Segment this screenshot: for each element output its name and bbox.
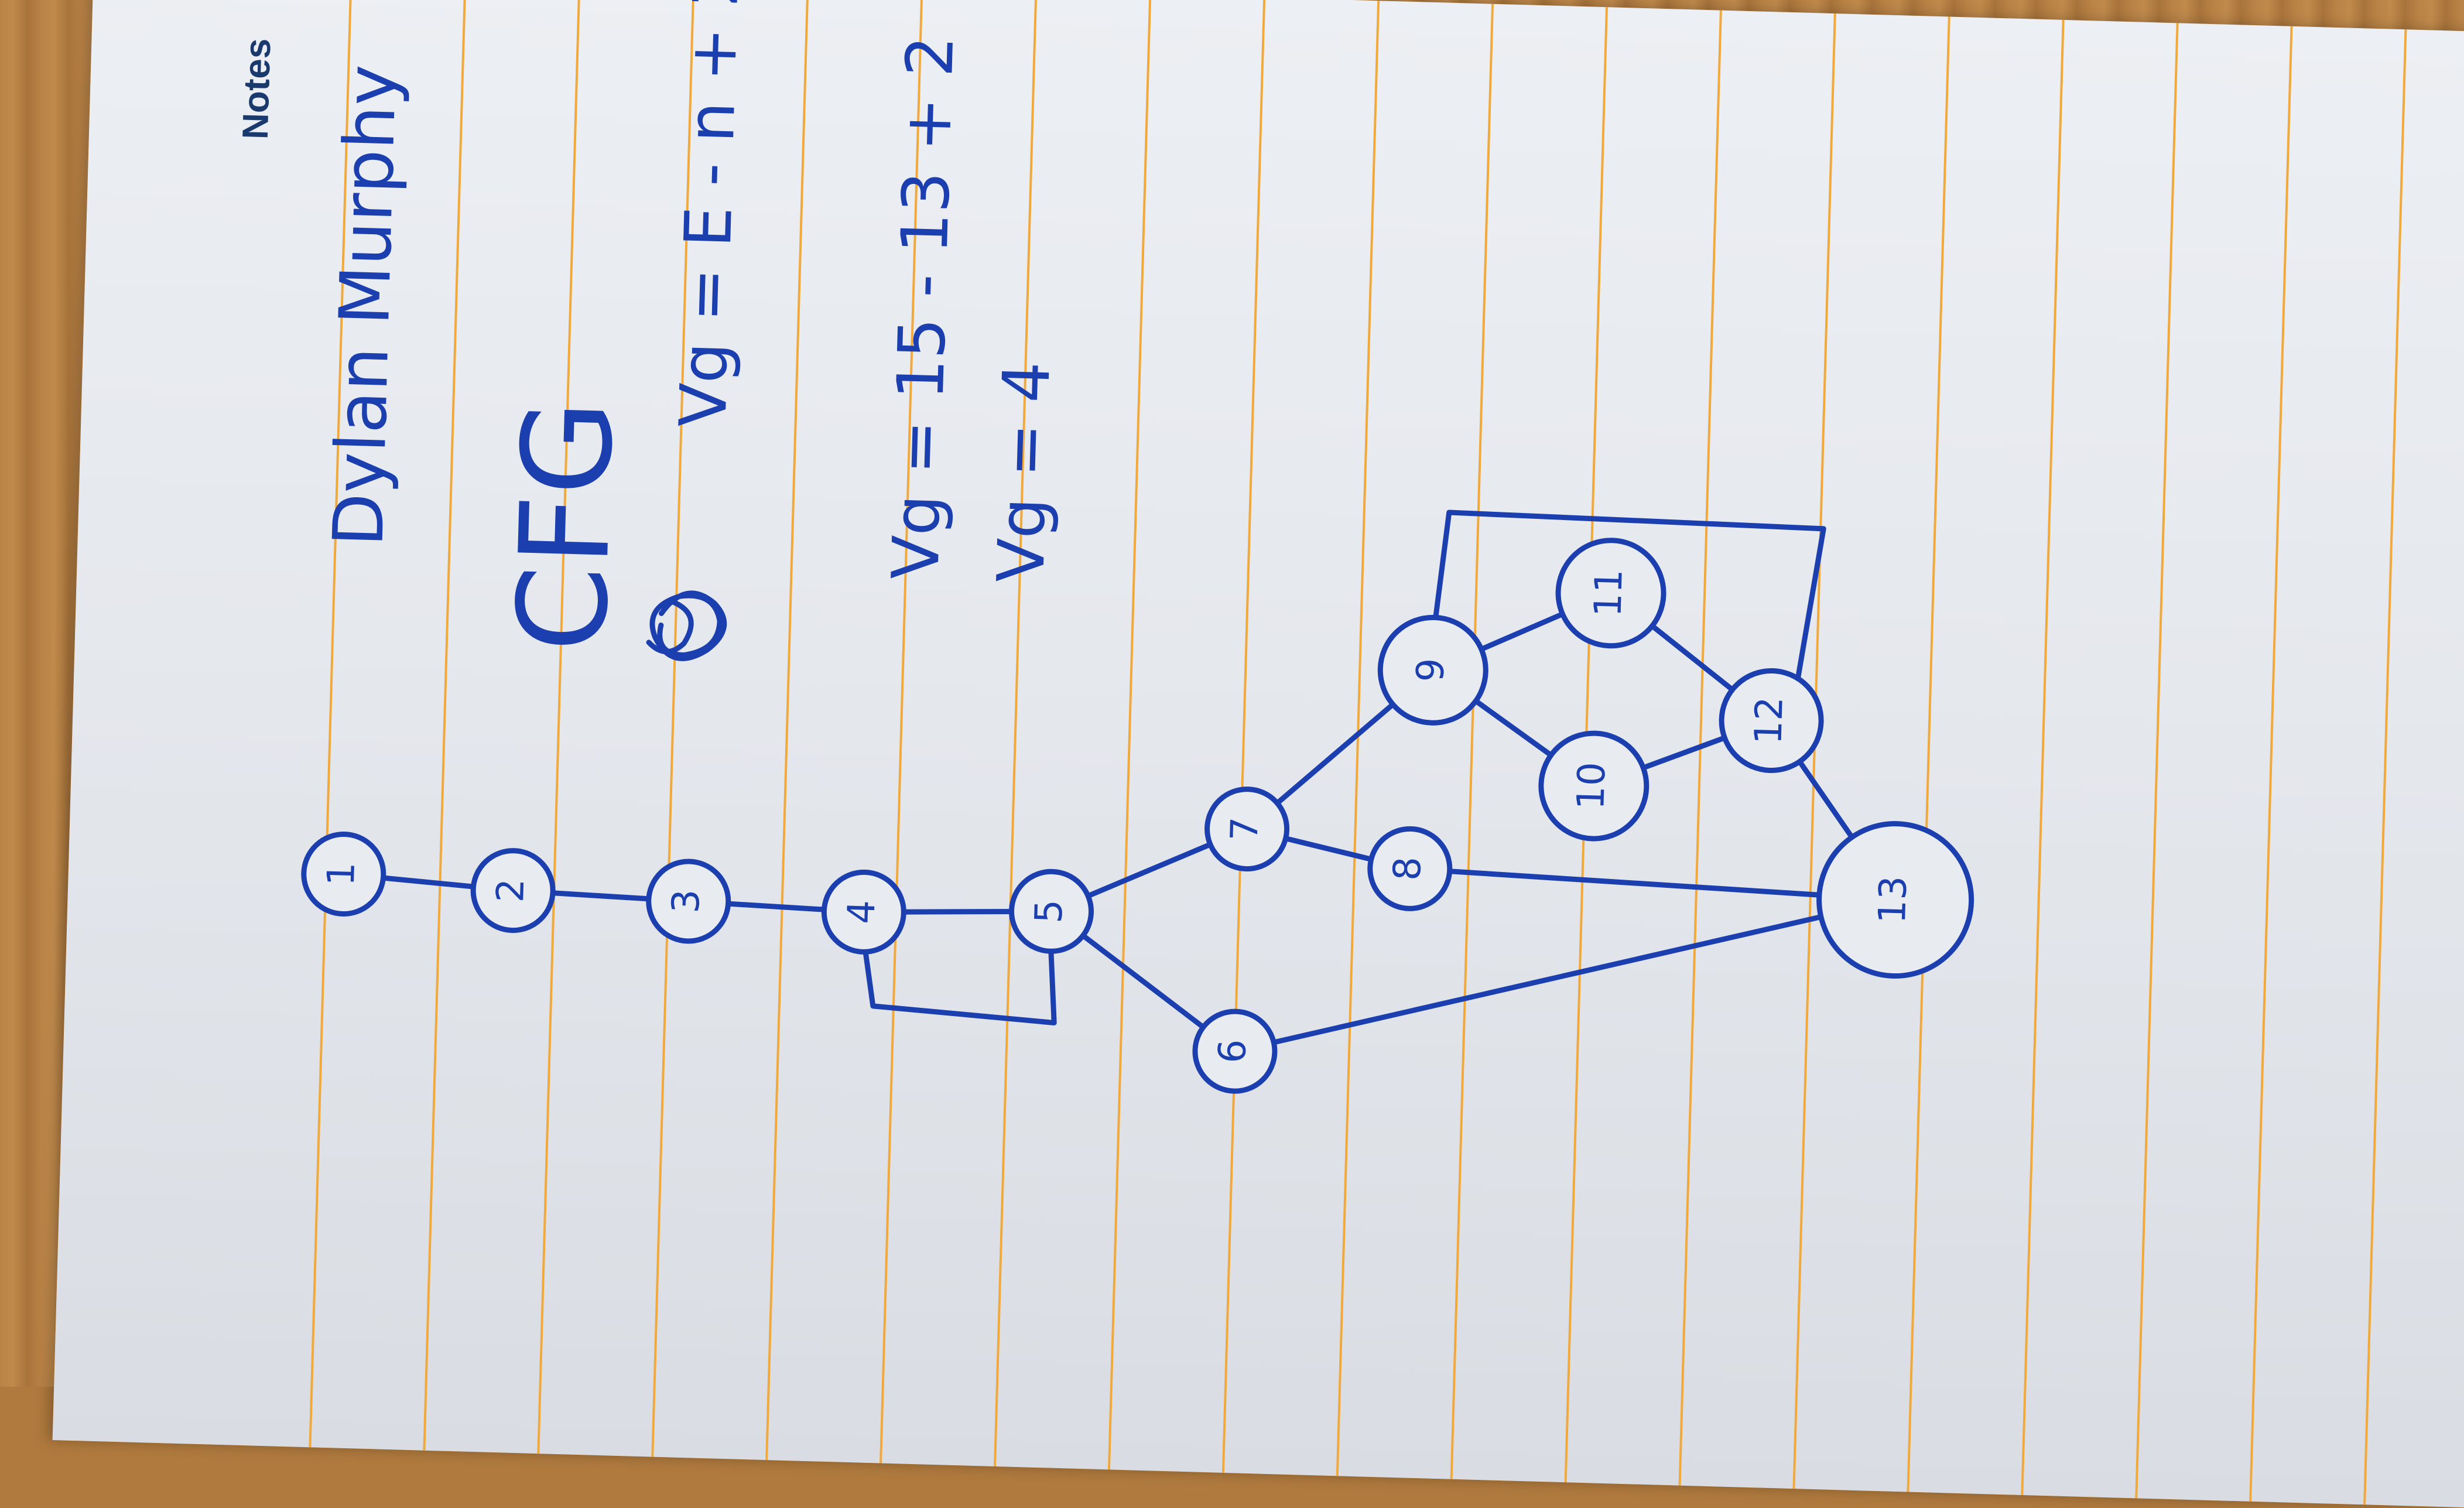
node-5-circle: [1009, 868, 1094, 954]
ruled-line: [423, 0, 467, 1451]
node-10-circle: [1538, 730, 1649, 842]
node-11-label: 11: [1587, 569, 1631, 617]
node-1-circle: [301, 832, 386, 917]
ruled-line: [309, 0, 353, 1448]
node-12-circle: [1719, 668, 1824, 774]
node-12-label: 12: [1747, 696, 1792, 745]
ruled-line: [1221, 0, 1266, 1473]
edge-12-9: [1431, 509, 1826, 695]
ruled-lines: [309, 0, 2407, 1505]
node-6-label: 6: [1211, 1039, 1255, 1064]
ruled-line: [1336, 1, 1380, 1476]
node-4-label: 4: [840, 900, 884, 925]
edge-8-13: [1407, 866, 1898, 903]
node-9-label: 9: [1409, 658, 1453, 683]
edge-5-4: [860, 932, 1057, 1026]
ruled-line: [2021, 19, 2065, 1496]
scribble-mark: [646, 590, 727, 661]
ruled-line: [2363, 29, 2407, 1505]
node-2-circle: [470, 848, 556, 933]
node-2-label: 2: [489, 878, 533, 903]
ruled-line: [765, 0, 809, 1461]
node-5-label: 5: [1028, 899, 1072, 924]
cfg-heading: CFG: [491, 398, 641, 654]
node-9-circle: [1377, 614, 1488, 726]
node-8-circle: [1367, 826, 1453, 911]
node-6-circle: [1192, 1008, 1278, 1094]
page-drawing: Notes Dylan Murphy CFG Vg = E - n + 2 Vg…: [235, 0, 2407, 1505]
ruled-line: [2135, 23, 2179, 1499]
node-11-circle: [1555, 538, 1666, 649]
node-4-circle: [821, 869, 906, 955]
node-7-label: 7: [1223, 816, 1267, 842]
formula-line-2: Vg = 15 - 13 + 2: [878, 35, 968, 580]
formula-line-1: Vg = E - n + 2: [665, 0, 753, 428]
formula-line-3: Vg = 4: [983, 361, 1064, 584]
ruled-line: [879, 0, 923, 1463]
ruled-line: [1107, 0, 1152, 1470]
node-8-label: 8: [1386, 856, 1430, 881]
ruled-line: [2249, 26, 2293, 1502]
node-3-circle: [646, 859, 731, 944]
notebook-page: Notes Dylan Murphy CFG Vg = E - n + 2 Vg…: [52, 0, 2464, 1508]
ruled-line: [1907, 16, 1950, 1492]
node-7-circle: [1204, 787, 1290, 872]
node-3-label: 3: [665, 889, 709, 914]
author-name: Dylan Murphy: [317, 64, 412, 548]
node-13-circle: [1816, 821, 1974, 979]
ruled-line: [651, 0, 695, 1457]
ruled-line: [994, 0, 1038, 1467]
ruled-line: [1792, 13, 1836, 1489]
ruled-line: [537, 0, 581, 1454]
node-1-label: 1: [320, 861, 364, 887]
node-10-label: 10: [1569, 761, 1614, 810]
notes-brand-label: Notes: [235, 38, 279, 140]
ruled-line: [1450, 4, 1494, 1479]
edge-6-13: [1232, 897, 1898, 1054]
node-13-label: 13: [1871, 876, 1915, 924]
